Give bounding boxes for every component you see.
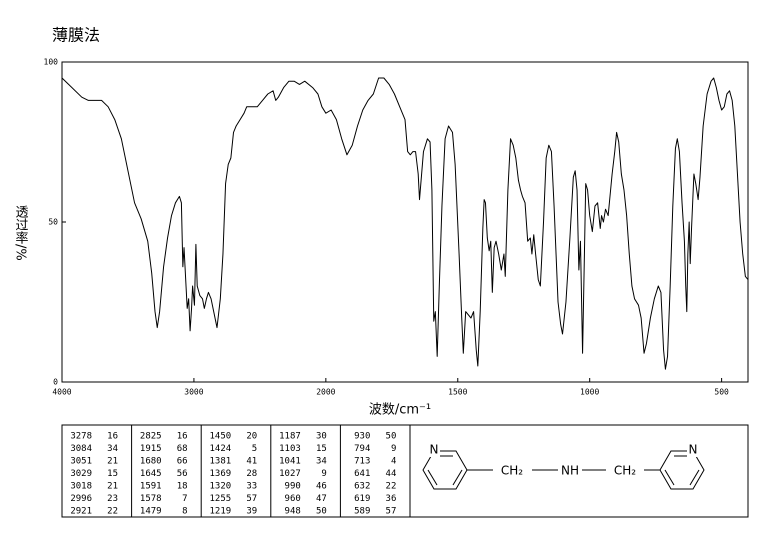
peak-transmittance: 5 [252,444,257,454]
peak-transmittance: 36 [386,494,397,504]
peak-wavenumber: 2996 [70,494,92,504]
peak-transmittance: 15 [107,469,118,479]
peak-transmittance: 28 [246,469,257,479]
peak-wavenumber: 1041 [279,457,301,467]
peak-transmittance: 15 [316,444,327,454]
peak-transmittance: 8 [182,507,187,517]
atom-label: N [689,443,698,457]
peak-transmittance: 34 [107,444,118,454]
peak-wavenumber: 948 [285,507,301,517]
peak-transmittance: 47 [316,494,327,504]
peak-transmittance: 50 [386,432,397,442]
double-bond [689,469,700,486]
peak-transmittance: 34 [316,457,327,467]
y-tick-label: 0 [53,378,58,387]
peak-wavenumber: 641 [354,469,370,479]
peak-transmittance: 44 [386,469,397,479]
peak-transmittance: 16 [177,432,188,442]
structure-frame [409,424,749,518]
peak-transmittance: 39 [246,507,257,517]
pyridine-ring [659,450,705,490]
peak-wavenumber: 632 [354,482,370,492]
peak-wavenumber: 1591 [140,482,162,492]
peak-transmittance: 21 [107,482,118,492]
peak-transmittance: 22 [107,507,118,517]
peak-wavenumber: 3051 [70,457,92,467]
peak-wavenumber: 589 [354,507,370,517]
peak-transmittance: 56 [177,469,188,479]
peak-wavenumber: 1219 [210,507,232,517]
y-axis-label: 透过率/% [13,205,29,261]
peak-wavenumber: 1578 [140,494,162,504]
spectrum-line [61,77,749,370]
peak-transmittance: 9 [321,469,326,479]
atom-label: N [430,443,439,457]
chart-title: 薄膜法 [52,26,100,45]
peak-wavenumber: 3084 [70,444,92,454]
peak-transmittance: 57 [246,494,257,504]
peak-wavenumber: 1027 [279,469,301,479]
peak-transmittance: 57 [386,507,397,517]
peak-wavenumber: 713 [354,457,370,467]
peak-wavenumber: 2825 [140,432,162,442]
peak-transmittance: 4 [391,457,396,467]
double-bond [664,469,675,486]
x-axis-label: 波数/cm⁻¹ [369,403,431,418]
peak-transmittance: 18 [177,482,188,492]
peak-wavenumber: 1424 [210,444,232,454]
x-tick-label: 1500 [448,388,467,397]
peak-wavenumber: 1103 [279,444,301,454]
x-tick-label: 3000 [184,388,203,397]
peak-wavenumber: 1187 [279,432,301,442]
peak-wavenumber: 1915 [140,444,162,454]
peak-transmittance: 23 [107,494,118,504]
peak-wavenumber: 3278 [70,432,92,442]
peak-wavenumber: 990 [285,482,301,492]
y-tick-label: 50 [48,218,58,227]
peak-transmittance: 7 [182,494,187,504]
peak-transmittance: 20 [246,432,257,442]
peak-wavenumber: 794 [354,444,370,454]
peak-transmittance: 9 [391,444,396,454]
peak-transmittance: 16 [107,432,118,442]
double-bond [452,469,463,486]
peak-wavenumber: 2921 [70,507,92,517]
atom-bg [428,443,440,457]
peak-wavenumber: 1255 [210,494,232,504]
peak-wavenumber: 3029 [70,469,92,479]
group-label: NH [561,464,579,478]
peak-transmittance: 68 [177,444,188,454]
plot-frame [61,61,749,383]
peak-transmittance: 22 [386,482,397,492]
peak-wavenumber: 3018 [70,482,92,492]
group-label: CH₂ [501,464,523,478]
peak-transmittance: 46 [316,482,327,492]
x-tick-label: 1000 [580,388,599,397]
peak-transmittance: 33 [246,482,257,492]
double-bond [427,469,438,486]
x-tick-label: 2000 [316,388,335,397]
peak-wavenumber: 619 [354,494,370,504]
peak-wavenumber: 1680 [140,457,162,467]
x-tick-label: 4000 [52,388,71,397]
peak-wavenumber: 1450 [210,432,232,442]
group-label: CH₂ [614,464,636,478]
pyridine-ring [422,450,468,490]
peak-wavenumber: 930 [354,432,370,442]
peak-wavenumber: 1479 [140,507,162,517]
peak-transmittance: 66 [177,457,188,467]
y-tick-label: 100 [44,58,59,67]
x-tick-label: 500 [714,388,729,397]
peak-wavenumber: 1320 [210,482,232,492]
peak-transmittance: 30 [316,432,327,442]
peak-transmittance: 41 [246,457,257,467]
peak-wavenumber: 1645 [140,469,162,479]
peak-wavenumber: 1369 [210,469,232,479]
peak-wavenumber: 1381 [210,457,232,467]
peak-transmittance: 21 [107,457,118,467]
peak-transmittance: 50 [316,507,327,517]
atom-bg [687,443,699,457]
peak-wavenumber: 960 [285,494,301,504]
